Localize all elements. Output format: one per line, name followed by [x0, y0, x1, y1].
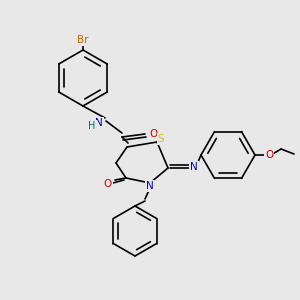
Text: N: N — [95, 118, 103, 128]
Text: O: O — [265, 150, 273, 160]
Text: N: N — [146, 181, 154, 191]
Text: H: H — [88, 121, 96, 131]
Text: Br: Br — [77, 35, 89, 45]
Text: O: O — [104, 179, 112, 189]
Text: S: S — [158, 134, 164, 144]
Text: N: N — [190, 162, 198, 172]
Text: O: O — [150, 129, 158, 139]
